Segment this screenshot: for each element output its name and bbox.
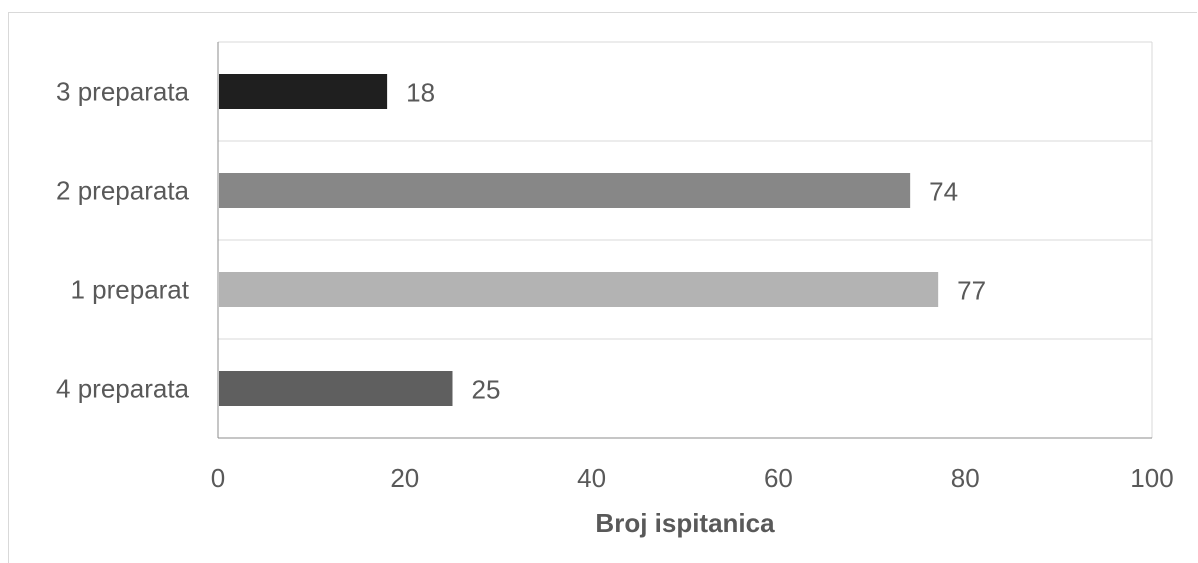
data-label: 77 — [957, 276, 986, 306]
label-layer: 4 preparata 25 1 preparat 77 2 preparata 74 3 … — [56, 77, 1174, 494]
category-label: 3 preparata — [56, 77, 190, 107]
x-tick-label: 20 — [390, 463, 419, 493]
data-label: 25 — [472, 375, 501, 405]
bar-4-preparata — [219, 371, 453, 406]
x-axis-title: Broj ispitanica — [595, 508, 775, 538]
bar-3-preparata — [219, 74, 388, 109]
bar-2-preparata — [219, 173, 911, 208]
bar-1-preparat — [219, 272, 939, 307]
category-label: 2 preparata — [56, 176, 190, 206]
category-label: 1 preparat — [70, 275, 189, 305]
x-tick-label: 100 — [1130, 463, 1173, 493]
category-label: 4 preparata — [56, 374, 190, 404]
data-label: 18 — [406, 78, 435, 108]
x-tick-label: 0 — [211, 463, 225, 493]
bar-layer — [219, 74, 939, 406]
x-tick-label: 80 — [951, 463, 980, 493]
x-tick-label: 40 — [577, 463, 606, 493]
chart-frame — [8, 12, 1197, 563]
data-label: 74 — [929, 177, 958, 207]
grid-layer — [217, 41, 1153, 439]
x-tick-label: 60 — [764, 463, 793, 493]
